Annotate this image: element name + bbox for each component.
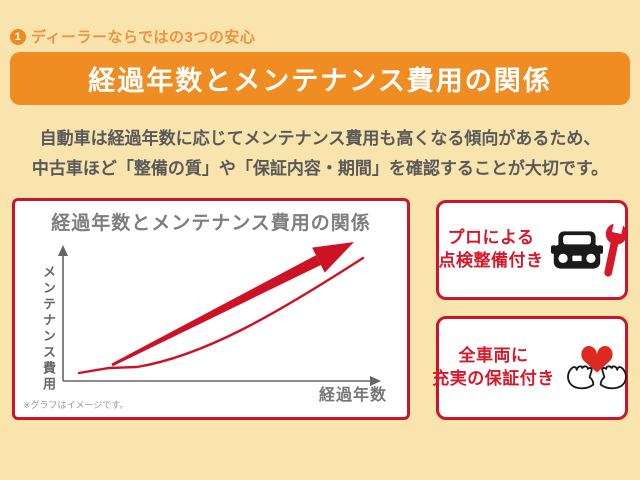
feature-card-inspection: プロによる 点検整備付き <box>436 200 628 300</box>
feature-card-warranty: 全車両に 充実の保証付き <box>432 316 628 420</box>
warranty-text-line-1: 全車両に <box>458 346 529 366</box>
hands-heart-icon <box>566 345 627 390</box>
feature-card-warranty-content: 全車両に 充実の保証付き <box>432 319 627 417</box>
inspection-icon-group <box>550 221 626 279</box>
maintenance-cost-chart <box>58 242 381 386</box>
y-axis-label: メンテナンス費用 <box>41 265 56 393</box>
banner-title: 経過年数とメンテナンス費用の関係 <box>88 66 552 96</box>
trend-arrow-head-icon <box>312 242 354 273</box>
number-badge: 1 <box>10 28 26 45</box>
inspection-text-line-1: プロによる <box>447 228 535 248</box>
intro-line-1: 自動車は経過年数に応じてメンテナンス費用も高くなる傾向があるため、 <box>39 129 601 148</box>
feature-card-inspection-content: プロによる 点検整備付き <box>439 203 626 297</box>
car-icon <box>550 231 603 269</box>
intro-line-2: 中古車ほど「整備の質」や「保証内容・期間」を確認することが大切です。 <box>31 158 609 178</box>
chart-footnote: ※グラフはイメージです。 <box>23 400 129 410</box>
maintenance-cost-chart-panel: 経過年数とメンテナンス費用の関係 メンテナンス費用 経過年数 ※グラフはイメージ… <box>12 198 410 420</box>
y-axis-arrow-icon <box>58 245 68 256</box>
title-banner: 経過年数とメンテナンス費用の関係 <box>10 52 630 105</box>
x-axis-arrow-icon <box>370 376 381 386</box>
x-axis-label: 経過年数 <box>318 387 387 404</box>
cost-curve <box>77 256 365 375</box>
section-heading-label: ディーラーならではの3つの安心 <box>31 29 256 46</box>
trend-arrow-shaft <box>111 255 321 367</box>
warranty-text-line-2: 充実の保証付き <box>432 369 555 388</box>
inspection-text-line-2: 点検整備付き <box>438 251 544 270</box>
feature-card-inspection-text: プロによる 点検整備付き <box>439 227 544 273</box>
wrench-icon <box>603 221 626 277</box>
feature-card-warranty-text: 全車両に 充実の保証付き <box>432 345 555 391</box>
section-heading: 1 ディーラーならではの3つの安心 <box>10 26 255 47</box>
chart-title: 経過年数とメンテナンス費用の関係 <box>51 213 371 234</box>
warranty-icon-group <box>562 341 632 395</box>
intro-paragraph: 自動車は経過年数に応じてメンテナンス費用も高くなる傾向があるため、 中古車ほど「… <box>0 124 640 184</box>
